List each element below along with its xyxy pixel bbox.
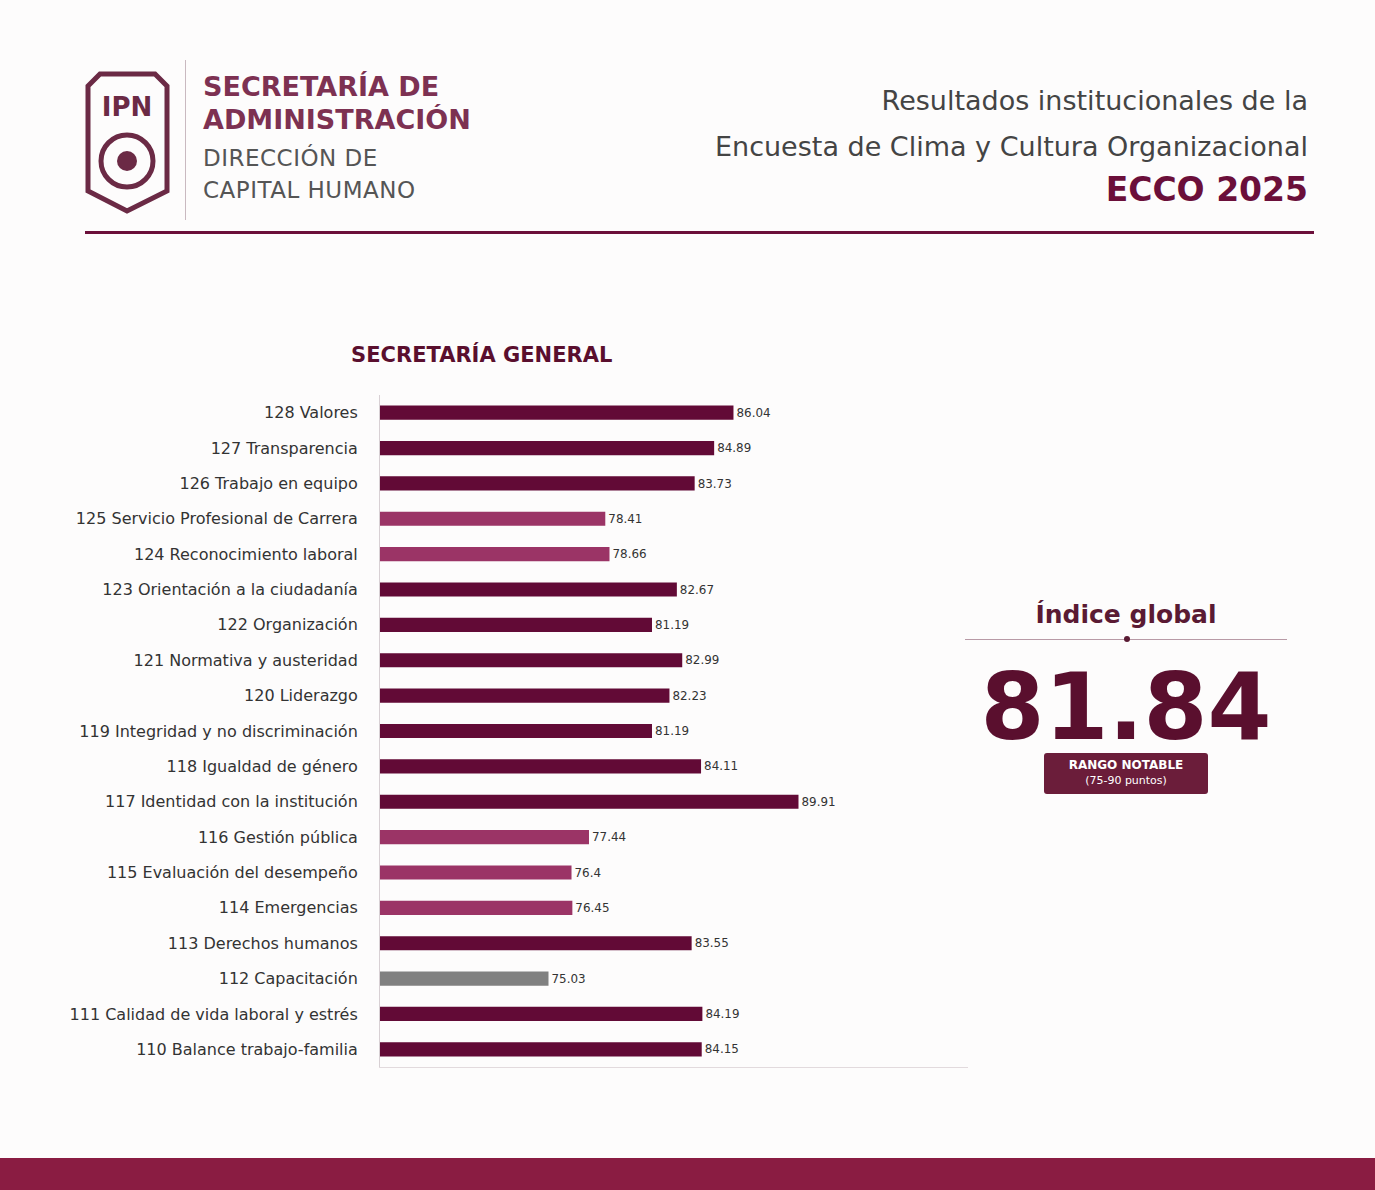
svg-text:127 Transparencia: 127 Transparencia [211, 439, 358, 458]
svg-text:81.19: 81.19 [655, 618, 689, 632]
svg-text:77.44: 77.44 [592, 830, 626, 844]
html-text:CAPITAL HUMANO: CAPITAL HUMANO [203, 177, 416, 203]
svg-text:119 Integridad y no discrimina: 119 Integridad y no discriminación [79, 722, 357, 741]
html-text:ADMINISTRACIÓN: ADMINISTRACIÓN [203, 104, 471, 135]
svg-text:78.66: 78.66 [613, 547, 647, 561]
svg-text:84.11: 84.11 [704, 759, 738, 773]
svg-text:84.89: 84.89 [717, 441, 751, 455]
svg-text:111 Calidad de vida laboral y: 111 Calidad de vida laboral y estrés [70, 1005, 358, 1024]
svg-text:82.67: 82.67 [680, 583, 714, 597]
svg-text:84.19: 84.19 [705, 1007, 739, 1021]
html-text:ECCO 2025: ECCO 2025 [1105, 170, 1308, 209]
svg-text:84.15: 84.15 [705, 1042, 739, 1056]
html-text:Resultados institucionales de: Resultados institucionales de la [881, 85, 1308, 116]
svg-text:125 Servicio Profesional de Ca: 125 Servicio Profesional de Carrera [76, 509, 358, 528]
svg-text:81.19: 81.19 [655, 724, 689, 738]
svg-text:89.91: 89.91 [802, 795, 836, 809]
svg-text:83.55: 83.55 [695, 936, 729, 950]
html-text:SECRETARÍA DE: SECRETARÍA DE [203, 71, 440, 102]
svg-text:110 Balance trabajo-familia: 110 Balance trabajo-familia [136, 1040, 358, 1059]
html-text:Índice global: Índice global [1035, 600, 1217, 629]
html-text:81.84: 81.84 [980, 654, 1272, 761]
svg-text:86.04: 86.04 [736, 406, 770, 420]
html-text:DIRECCIÓN DE: DIRECCIÓN DE [203, 145, 378, 171]
html-text:(75-90 puntos): (75-90 puntos) [1085, 774, 1167, 787]
svg-text:122 Organización: 122 Organización [217, 615, 357, 634]
svg-text:121 Normativa y austeridad: 121 Normativa y austeridad [134, 651, 358, 670]
svg-text:76.4: 76.4 [575, 866, 602, 880]
svg-text:120 Liderazgo: 120 Liderazgo [244, 686, 358, 705]
svg-text:75.03: 75.03 [552, 972, 586, 986]
svg-text:112 Capacitación: 112 Capacitación [219, 969, 358, 988]
svg-text:128 Valores: 128 Valores [264, 403, 358, 422]
svg-text:114 Emergencias: 114 Emergencias [219, 898, 358, 917]
svg-text:124 Reconocimiento laboral: 124 Reconocimiento laboral [134, 545, 358, 564]
svg-text:126 Trabajo en equipo: 126 Trabajo en equipo [179, 474, 357, 493]
svg-text:118 Igualdad de género: 118 Igualdad de género [167, 757, 358, 776]
svg-text:113 Derechos humanos: 113 Derechos humanos [168, 934, 358, 953]
svg-text:116 Gestión pública: 116 Gestión pública [198, 828, 358, 847]
svg-text:82.23: 82.23 [672, 689, 706, 703]
svg-text:IPN: IPN [102, 92, 153, 122]
html-text:Encuesta de Clima y Cultura Or: Encuesta de Clima y Cultura Organizacion… [715, 131, 1308, 162]
svg-text:82.99: 82.99 [685, 653, 719, 667]
svg-text:78.41: 78.41 [608, 512, 642, 526]
svg-text:123 Orientación a la ciudadaní: 123 Orientación a la ciudadanía [102, 580, 357, 599]
html-text:RANGO NOTABLE: RANGO NOTABLE [1068, 758, 1184, 772]
svg-text:76.45: 76.45 [575, 901, 609, 915]
svg-text:117 Identidad con la instituci: 117 Identidad con la institución [105, 792, 358, 811]
svg-text:83.73: 83.73 [698, 477, 732, 491]
svg-text:SECRETARÍA GENERAL: SECRETARÍA GENERAL [351, 342, 612, 367]
svg-text:115 Evaluación del desempeño: 115 Evaluación del desempeño [107, 863, 358, 882]
